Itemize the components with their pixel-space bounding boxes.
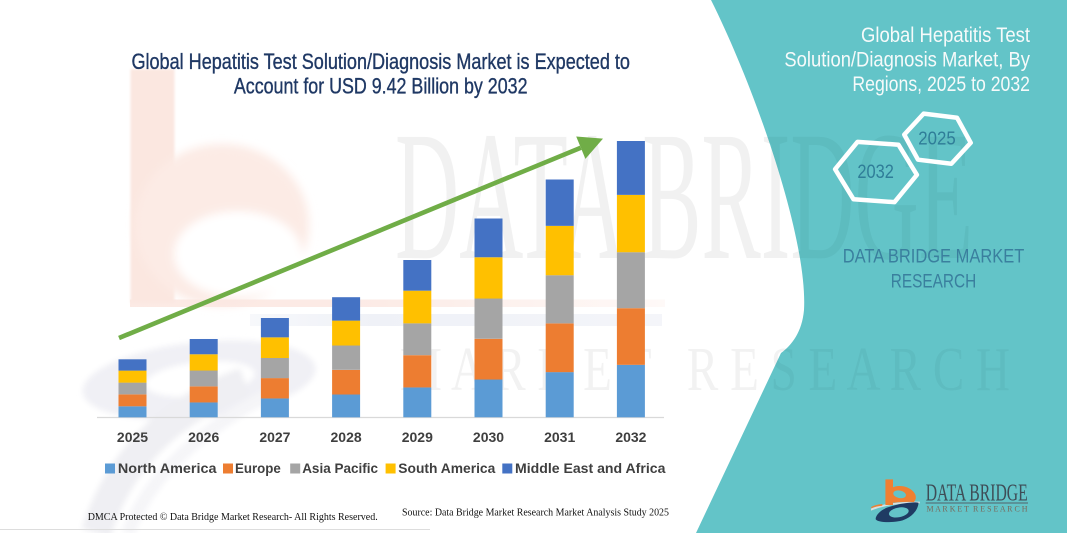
svg-text:DATA BRIDGE MARKET: DATA BRIDGE MARKET — [843, 246, 1025, 268]
svg-text:North America: North America — [118, 460, 217, 476]
svg-text:Global Hepatitis Test Solution: Global Hepatitis Test Solution/Diagnosis… — [131, 49, 630, 74]
svg-text:M A R K E T R E S E A R C H: M A R K E T R E S E A R C H — [927, 505, 1028, 514]
svg-text:2030: 2030 — [473, 429, 504, 445]
svg-text:Middle East and Africa: Middle East and Africa — [515, 460, 666, 476]
svg-text:2026: 2026 — [188, 429, 219, 445]
svg-text:DATA BRIDGE: DATA BRIDGE — [926, 481, 1028, 507]
svg-text:M A R K E T R E S E A R C H: M A R K E T R E S E A R C H — [400, 336, 1010, 404]
svg-text:Solution/Diagnosis Market, By: Solution/Diagnosis Market, By — [784, 48, 1030, 72]
svg-text:DMCA Protected © Data Bridge M: DMCA Protected © Data Bridge Market Rese… — [88, 511, 378, 523]
svg-text:2027: 2027 — [259, 429, 290, 445]
svg-text:Regions, 2025 to 2032: Regions, 2025 to 2032 — [852, 72, 1030, 96]
svg-text:2025: 2025 — [918, 128, 955, 149]
svg-text:2029: 2029 — [402, 429, 433, 445]
svg-text:2028: 2028 — [331, 429, 362, 445]
svg-text:RESEARCH: RESEARCH — [891, 271, 977, 293]
svg-text:Source: Data Bridge Market Res: Source: Data Bridge Market Research Mark… — [402, 507, 669, 519]
svg-text:South America: South America — [398, 460, 495, 476]
svg-text:Global Hepatitis Test: Global Hepatitis Test — [861, 23, 1030, 47]
svg-text:2032: 2032 — [615, 429, 646, 445]
svg-text:Asia Pacific: Asia Pacific — [302, 460, 378, 476]
svg-text:2032: 2032 — [857, 162, 894, 183]
svg-text:2031: 2031 — [544, 429, 575, 445]
svg-text:2025: 2025 — [117, 429, 148, 445]
svg-text:Europe: Europe — [235, 460, 281, 476]
svg-text:Account for USD 9.42 Billion b: Account for USD 9.42 Billion by 2032 — [234, 74, 528, 99]
